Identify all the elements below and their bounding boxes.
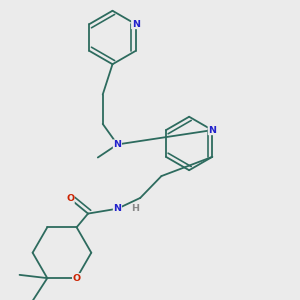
Text: N: N — [113, 140, 122, 149]
Text: N: N — [113, 204, 122, 213]
Text: O: O — [66, 194, 74, 203]
Text: N: N — [132, 20, 140, 28]
Text: O: O — [73, 274, 81, 283]
Text: H: H — [131, 204, 139, 213]
Text: N: N — [208, 126, 216, 135]
